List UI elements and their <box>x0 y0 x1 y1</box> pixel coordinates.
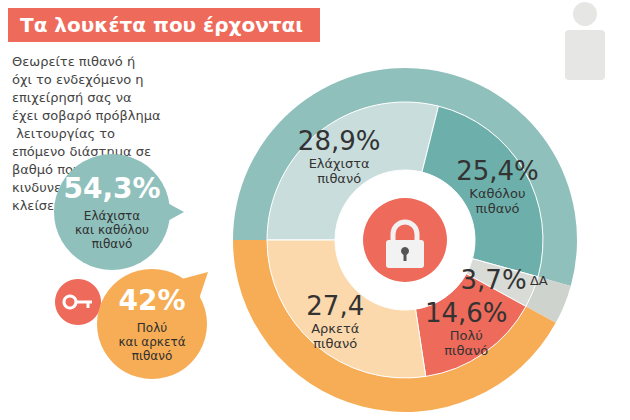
svg-text:14,6%: 14,6% <box>425 298 508 328</box>
svg-text:πιθανό: πιθανό <box>317 171 361 186</box>
svg-text:25,4%: 25,4% <box>456 156 539 186</box>
svg-text:ΔΑ: ΔΑ <box>530 273 548 288</box>
svg-text:Πολύ: Πολύ <box>450 328 483 343</box>
svg-text:Καθόλου: Καθόλου <box>469 186 525 201</box>
svg-text:επόμενο διάστημα σε: επόμενο διάστημα σε <box>12 144 155 159</box>
svg-text:και αρκετά: και αρκετά <box>118 335 185 349</box>
svg-text:Θεωρείτε πιθανό ή: Θεωρείτε πιθανό ή <box>12 54 139 69</box>
svg-text:Πολύ: Πολύ <box>137 321 167 335</box>
svg-text:54,3%: 54,3% <box>63 172 160 205</box>
svg-text:πιθανό: πιθανό <box>475 201 519 216</box>
svg-text:επιχείρησή σας να: επιχείρησή σας να <box>12 90 136 105</box>
svg-text:28,9%: 28,9% <box>298 126 381 156</box>
svg-text:κλείσει;: κλείσει; <box>12 197 63 213</box>
svg-text:3,7%: 3,7% <box>461 265 527 295</box>
svg-text:λειτουργίας το: λειτουργίας το <box>12 126 119 141</box>
svg-text:βαθμό που θα: βαθμό που θα <box>12 161 106 177</box>
svg-text:27,4: 27,4 <box>306 291 364 321</box>
svg-text:42%: 42% <box>118 284 185 317</box>
svg-text:όχι το ενδεχόμενο η: όχι το ενδεχόμενο η <box>12 72 148 87</box>
svg-text:Ελάχιστα: Ελάχιστα <box>309 156 370 171</box>
svg-text:Ελάχιστα: Ελάχιστα <box>84 209 140 223</box>
svg-text:έχει σοβαρό πρόβλημα: έχει σοβαρό πρόβλημα <box>12 108 161 123</box>
svg-text:πιθανό: πιθανό <box>92 237 133 251</box>
svg-text:και καθόλου: και καθόλου <box>75 223 149 237</box>
svg-text:πιθανό: πιθανό <box>132 349 173 363</box>
svg-text:Αρκετά: Αρκετά <box>311 321 359 336</box>
svg-text:πιθανό: πιθανό <box>313 336 357 351</box>
svg-text:πιθανό: πιθανό <box>444 343 488 358</box>
svg-text:Τα λουκέτα που έρχονται: Τα λουκέτα που έρχονται <box>20 13 303 37</box>
